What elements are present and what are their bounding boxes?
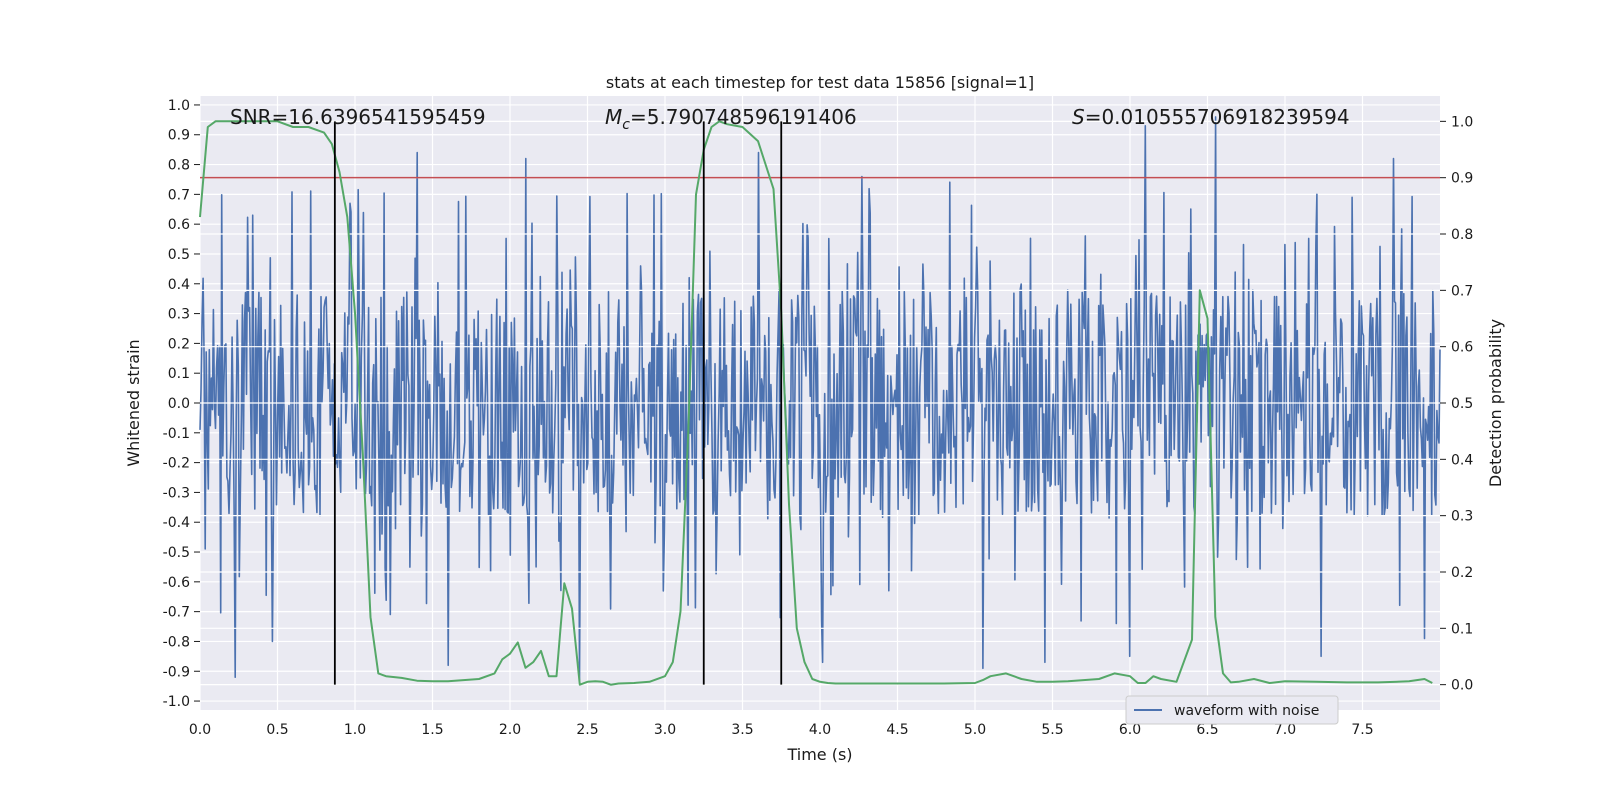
x-tick-label: 7.5 bbox=[1351, 722, 1373, 738]
y-axis-label: Whitened strain bbox=[124, 339, 143, 466]
chirp-mass-annotation: Mc=5.790748596191406 bbox=[605, 105, 857, 133]
y2-tick-label: 0.0 bbox=[1451, 678, 1473, 694]
y-tick-label: -0.8 bbox=[163, 634, 190, 650]
x-tick-label: 0.5 bbox=[266, 722, 288, 738]
y-tick-label: 0.4 bbox=[168, 277, 190, 293]
y-tick-label: 0.2 bbox=[168, 336, 190, 352]
chart-title: stats at each timestep for test data 158… bbox=[606, 73, 1034, 92]
x-tick-label: 3.5 bbox=[731, 722, 753, 738]
y-tick-label: -0.3 bbox=[163, 485, 190, 501]
y-tick-label: 0.6 bbox=[168, 217, 190, 233]
x-tick-label: 6.0 bbox=[1119, 722, 1141, 738]
y2-tick-label: 0.2 bbox=[1451, 565, 1473, 581]
chirp-mass-value: =5.790748596191406 bbox=[630, 105, 857, 129]
y-tick-label: -0.9 bbox=[163, 664, 190, 680]
x-axis-ticks: 0.0 0.5 1.0 1.5 2.0 2.5 3.0 3.5 4.0 4.5 5.0 5.5 6.0 6… bbox=[189, 722, 1374, 738]
x-tick-label: 0.0 bbox=[189, 722, 211, 738]
s-annotation: S=0.010555706918239594 bbox=[1072, 105, 1350, 129]
chirp-mass-symbol: M bbox=[605, 105, 622, 129]
y-tick-label: -0.5 bbox=[163, 545, 190, 561]
s-symbol: S bbox=[1072, 105, 1085, 129]
y-tick-label: 0.7 bbox=[168, 187, 190, 203]
detection-probability-trace bbox=[199, 120, 1433, 686]
x-tick-label: 5.0 bbox=[964, 722, 986, 738]
y-axis-ticks: 1.0 0.9 0.8 0.7 0.6 0.5 0.4 0.3 0.2 0.1 0.0 -0.1 -0.… bbox=[163, 98, 200, 710]
y-tick-label: 0.8 bbox=[168, 158, 190, 174]
x-tick-label: 4.0 bbox=[809, 722, 831, 738]
y-tick-label: 0.1 bbox=[168, 366, 190, 382]
x-axis-label: Time (s) bbox=[786, 745, 852, 764]
legend: waveform with noise bbox=[1125, 695, 1339, 725]
y2-axis-label: Detection probability bbox=[1486, 319, 1505, 487]
y2-tick-label: 0.7 bbox=[1451, 283, 1473, 299]
snr-annotation: SNR=16.6396541595459 bbox=[230, 105, 486, 129]
y-tick-label: 0.3 bbox=[168, 307, 190, 323]
y-tick-label: -1.0 bbox=[163, 694, 190, 710]
y2-tick-label: 1.0 bbox=[1451, 114, 1473, 130]
x-tick-label: 7.0 bbox=[1274, 722, 1296, 738]
y-tick-label: 1.0 bbox=[168, 98, 190, 114]
chirp-mass-subscript: c bbox=[622, 117, 630, 133]
y2-tick-label: 0.8 bbox=[1451, 227, 1473, 243]
y-tick-label: -0.2 bbox=[163, 456, 190, 472]
y-tick-label: 0.0 bbox=[168, 396, 190, 412]
x-tick-label: 2.5 bbox=[576, 722, 598, 738]
x-tick-label: 1.0 bbox=[344, 722, 366, 738]
y-tick-label: 0.5 bbox=[168, 247, 190, 263]
legend-box bbox=[1125, 695, 1339, 725]
y2-tick-label: 0.4 bbox=[1451, 452, 1473, 468]
y2-axis-ticks: 1.0 0.9 0.8 0.7 0.6 0.5 0.4 0.3 0.2 0.1 0.0 bbox=[1440, 114, 1473, 694]
y-tick-label: -0.4 bbox=[163, 515, 190, 531]
y-tick-label: -0.6 bbox=[163, 575, 190, 591]
waveform-trace bbox=[199, 116, 1441, 681]
x-tick-label: 3.0 bbox=[654, 722, 676, 738]
y-tick-label: -0.1 bbox=[163, 426, 190, 442]
x-tick-label: 2.0 bbox=[499, 722, 521, 738]
vertical-markers bbox=[333, 121, 783, 685]
detection-probability-line bbox=[199, 120, 1433, 686]
y-tick-label: -0.7 bbox=[163, 605, 190, 621]
waveform-with-noise bbox=[199, 116, 1441, 681]
y2-tick-label: 0.1 bbox=[1451, 621, 1473, 637]
y2-tick-label: 0.3 bbox=[1451, 509, 1473, 525]
x-tick-label: 6.5 bbox=[1196, 722, 1218, 738]
x-tick-label: 4.5 bbox=[886, 722, 908, 738]
x-tick-label: 5.5 bbox=[1041, 722, 1063, 738]
x-tick-label: 1.5 bbox=[421, 722, 443, 738]
y2-tick-label: 0.9 bbox=[1451, 171, 1473, 187]
y2-tick-label: 0.6 bbox=[1451, 340, 1473, 356]
legend-entry: waveform with noise bbox=[1174, 703, 1319, 719]
y2-tick-label: 0.5 bbox=[1451, 396, 1473, 412]
y-tick-label: 0.9 bbox=[168, 128, 190, 144]
s-value: =0.010555706918239594 bbox=[1085, 105, 1350, 129]
